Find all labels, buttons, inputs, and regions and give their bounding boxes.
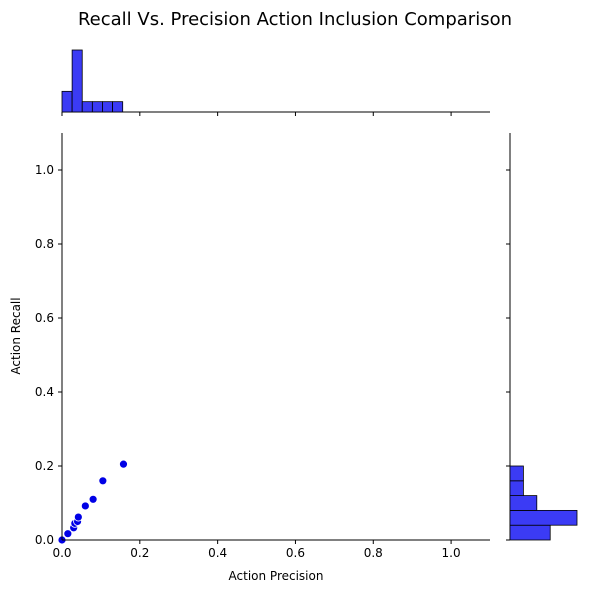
x-tick-label: 0.2	[130, 546, 149, 560]
y-tick-label: 0.8	[35, 237, 54, 251]
y-axis-ticks: 0.0 0.2 0.4 0.6 0.8 1.0	[35, 163, 62, 547]
top-hist-bar	[71, 49, 83, 113]
scatter-axes: 0.0 0.2 0.4 0.6 0.8 1.0 0.0 0.2 0.4 0.6 0.8 1.0	[35, 133, 490, 560]
right-hist-bar	[509, 524, 551, 541]
y-tick-label: 0.2	[35, 459, 54, 473]
x-tick-label: 0.8	[364, 546, 383, 560]
right-hist-bar	[509, 480, 524, 496]
y-tick-label: 0.0	[35, 533, 54, 547]
right-marginal-histogram	[506, 133, 578, 541]
x-axis-label: Action Precision	[229, 569, 324, 583]
right-hist-bar	[509, 509, 578, 526]
scatter-point	[63, 529, 73, 539]
top-hist-bar	[81, 101, 93, 113]
y-axis-label: Action Recall	[9, 297, 23, 374]
top-hist-bar	[112, 101, 124, 113]
scatter-points	[57, 459, 128, 545]
y-tick-label: 0.4	[35, 385, 54, 399]
scatter-point	[73, 512, 83, 522]
y-tick-label: 0.6	[35, 311, 54, 325]
scatter-point	[119, 459, 128, 469]
top-hist-bar	[91, 101, 103, 113]
scatter-point	[98, 476, 108, 486]
top-marginal-histogram	[61, 49, 490, 116]
x-tick-label: 0.6	[286, 546, 305, 560]
y-tick-label: 1.0	[35, 163, 54, 177]
chart-title: Recall Vs. Precision Action Inclusion Co…	[78, 9, 512, 30]
x-tick-label: 0.4	[208, 546, 227, 560]
x-tick-label: 1.0	[442, 546, 461, 560]
right-hist-bar	[509, 465, 524, 482]
x-tick-label: 0.0	[52, 546, 71, 560]
scatter-point	[80, 501, 90, 511]
top-hist-bar	[102, 101, 113, 113]
scatter-point	[88, 494, 98, 504]
x-axis-ticks: 0.0 0.2 0.4 0.6 0.8 1.0	[52, 540, 461, 560]
right-hist-bar	[509, 495, 538, 511]
top-hist-bar	[61, 90, 73, 113]
